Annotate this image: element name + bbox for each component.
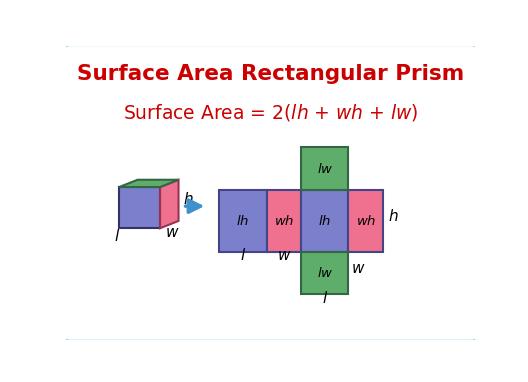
Text: $\it{w}$: $\it{w}$: [277, 248, 291, 263]
Polygon shape: [119, 180, 178, 187]
Text: $\it{l}$: $\it{l}$: [114, 228, 120, 244]
Text: $\it{h}$: $\it{h}$: [183, 191, 194, 207]
Text: $\it{wh}$: $\it{wh}$: [355, 214, 376, 228]
Bar: [301, 147, 348, 190]
Text: $\it{lw}$: $\it{lw}$: [317, 266, 333, 280]
Text: Surface Area Rectangular Prism: Surface Area Rectangular Prism: [77, 64, 464, 84]
Text: $\it{l}$: $\it{l}$: [240, 247, 246, 263]
Bar: [220, 190, 267, 252]
Polygon shape: [119, 187, 160, 228]
FancyBboxPatch shape: [64, 44, 477, 342]
Text: Surface Area = 2($\mathit{lh}$ + $\mathit{wh}$ + $\mathit{lw}$): Surface Area = 2($\mathit{lh}$ + $\mathi…: [123, 102, 418, 123]
Text: $\it{lw}$: $\it{lw}$: [317, 162, 333, 176]
Text: $\it{lh}$: $\it{lh}$: [318, 214, 332, 228]
Text: $\it{l}$: $\it{l}$: [322, 290, 328, 306]
Text: $\it{w}$: $\it{w}$: [165, 225, 180, 240]
Bar: [348, 190, 383, 252]
Bar: [301, 252, 348, 295]
Text: $\it{w}$: $\it{w}$: [351, 261, 366, 276]
Text: $\it{h}$: $\it{h}$: [388, 208, 398, 224]
Polygon shape: [160, 180, 178, 228]
Bar: [267, 190, 301, 252]
Text: $\it{lh}$: $\it{lh}$: [237, 214, 250, 228]
Bar: [301, 190, 348, 252]
Text: $\it{wh}$: $\it{wh}$: [274, 214, 294, 228]
